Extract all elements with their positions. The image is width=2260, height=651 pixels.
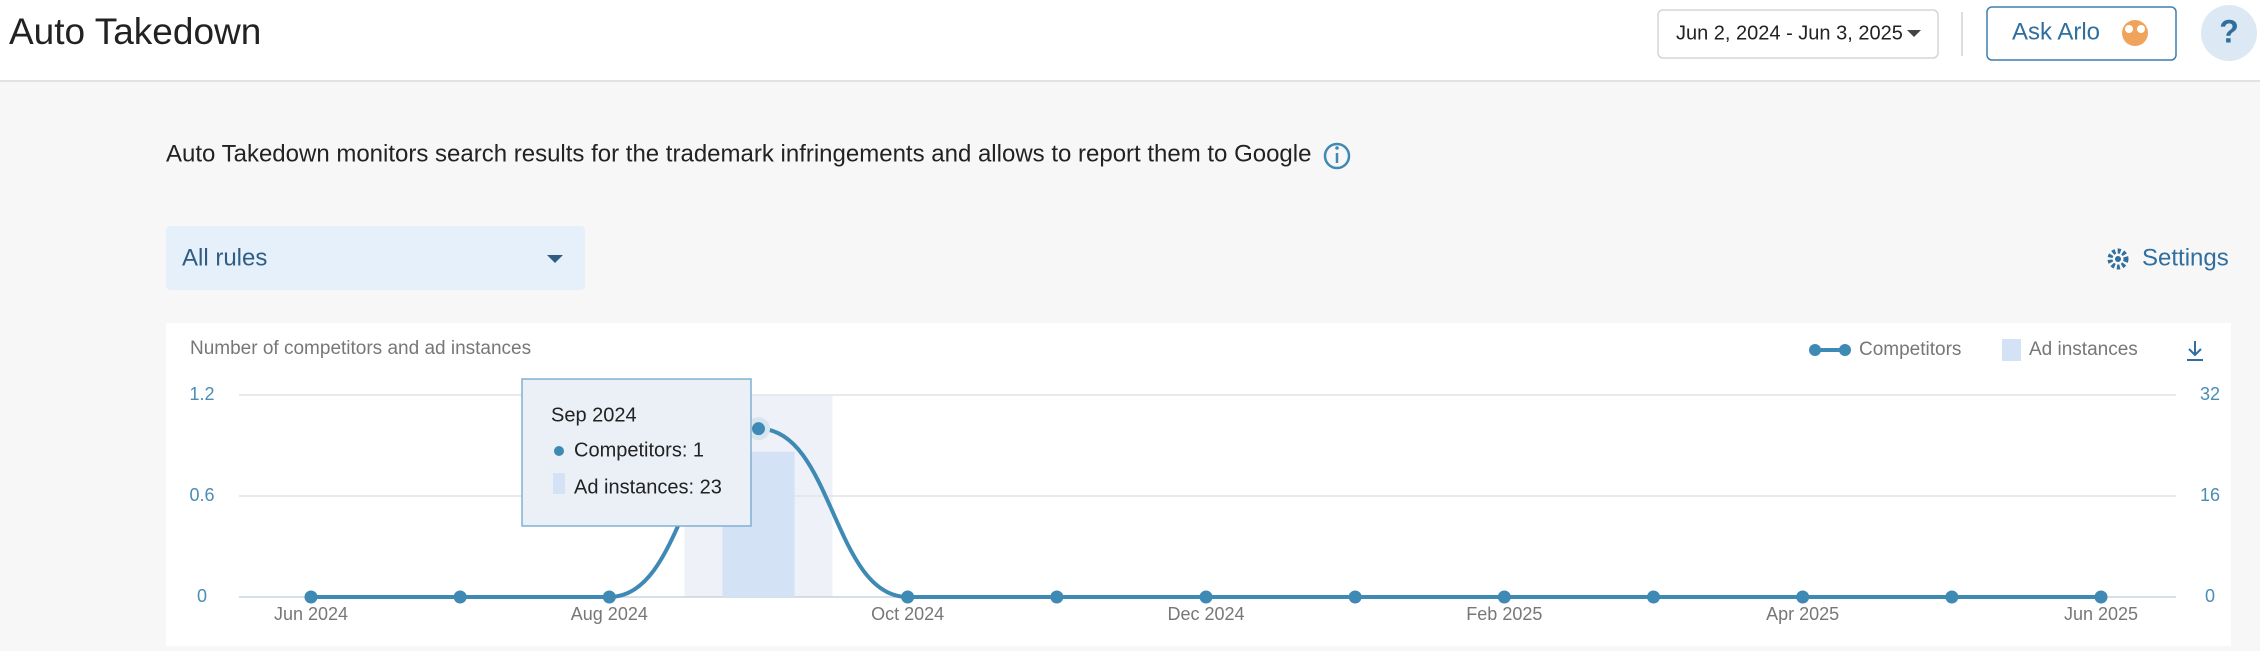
info-icon[interactable] — [1323, 142, 1351, 170]
ask-arlo-label: Ask Arlo — [2012, 18, 2100, 45]
point — [1796, 590, 1810, 604]
point — [1348, 590, 1362, 604]
y-tick-label: 1.2 — [189, 384, 214, 404]
legend-label: Ad instances — [2029, 339, 2138, 360]
chart-panel — [166, 323, 2231, 646]
date-range-picker[interactable] — [1657, 9, 1939, 59]
tooltip-line: Competitors: 1 — [574, 439, 704, 461]
x-tick-label: Dec 2024 — [1167, 604, 1244, 624]
tooltip-title: Sep 2024 — [551, 404, 637, 426]
y2-tick-label: 16 — [2200, 485, 2220, 505]
x-tick-label: Oct 2024 — [871, 604, 944, 624]
description: Auto Takedown monitors search results fo… — [166, 140, 1311, 167]
arlo-eye — [2125, 25, 2133, 33]
tooltip-line: Ad instances: 23 — [574, 476, 722, 498]
legend-swatch — [2002, 339, 2021, 361]
chart-title: Number of competitors and ad instances — [190, 338, 531, 359]
point — [1945, 590, 1959, 604]
page-title: Auto Takedown — [9, 11, 261, 52]
dropdown-caret — [1907, 30, 1921, 37]
y2-tick-label: 0 — [2205, 586, 2215, 606]
point — [1050, 590, 1064, 604]
rules-dropdown[interactable] — [166, 226, 585, 290]
download-icon[interactable] — [2187, 341, 2203, 361]
legend-swatch — [1839, 344, 1851, 356]
settings-icon[interactable] — [2107, 248, 2129, 270]
point — [2094, 590, 2108, 604]
arlo-eye — [2137, 25, 2145, 33]
y-tick-label: 0.6 — [189, 485, 214, 505]
point — [901, 590, 915, 604]
point — [453, 590, 467, 604]
help-button[interactable] — [2201, 5, 2257, 61]
arlo-icon — [2122, 20, 2148, 46]
x-tick-label: Apr 2025 — [1766, 604, 1839, 624]
settings-link[interactable]: Settings — [2142, 244, 2229, 271]
x-tick-label: Aug 2024 — [571, 604, 648, 624]
y2-tick-label: 32 — [2200, 384, 2220, 404]
tooltip-marker — [553, 473, 565, 494]
point — [304, 590, 318, 604]
point — [1647, 590, 1660, 604]
settings-icon-core — [2115, 256, 2121, 262]
ask-arlo-button[interactable] — [1986, 6, 2177, 61]
point — [1497, 590, 1511, 604]
date-range: Jun 2, 2024 - Jun 3, 2025 — [1676, 22, 1903, 44]
help-label: ? — [2219, 13, 2239, 49]
info-icon-dot — [1335, 146, 1339, 150]
legend-label: Competitors — [1859, 339, 1961, 360]
dropdown-caret — [547, 255, 563, 263]
x-tick-label: Feb 2025 — [1466, 604, 1542, 624]
y-tick-label: 0 — [197, 586, 207, 606]
x-tick-label: Jun 2025 — [2064, 604, 2138, 624]
point — [1199, 590, 1213, 604]
x-tick-label: Jun 2024 — [274, 604, 348, 624]
line — [310, 426, 2101, 600]
tooltip-marker — [554, 446, 564, 456]
legend-swatch — [1809, 344, 1821, 356]
point — [747, 417, 770, 441]
rules-dropdown-label: All rules — [182, 244, 267, 271]
point — [602, 590, 616, 604]
